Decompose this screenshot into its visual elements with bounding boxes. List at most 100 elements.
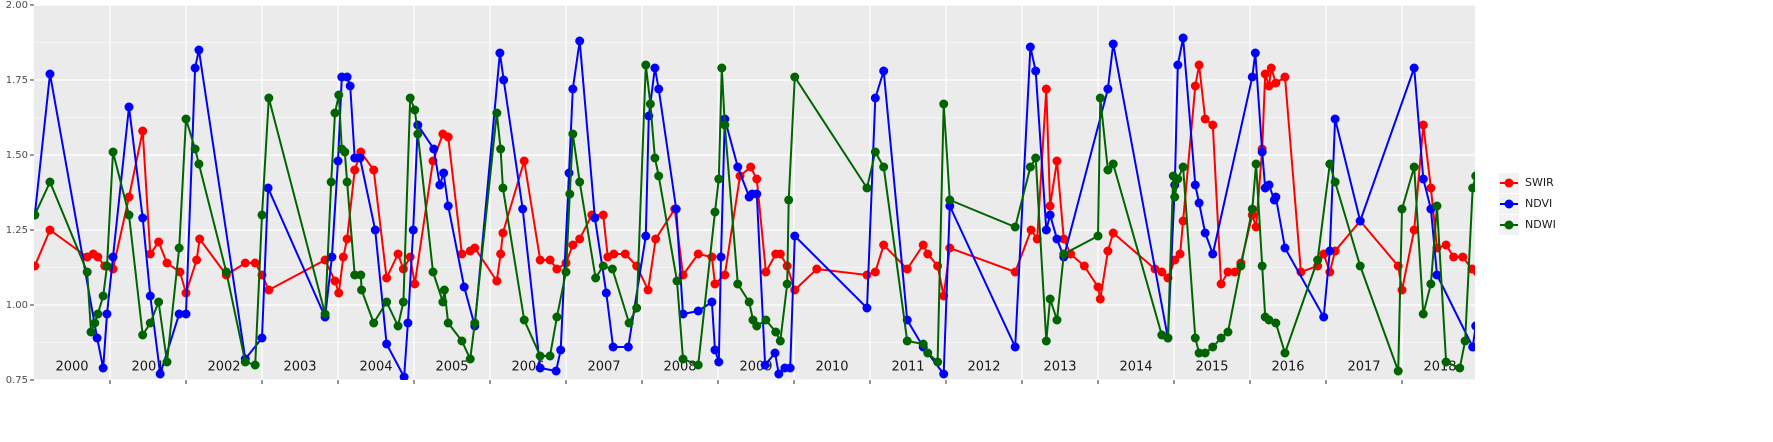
data-point — [1266, 63, 1276, 73]
data-point — [918, 339, 928, 349]
data-point — [382, 339, 392, 349]
data-point — [1426, 183, 1436, 193]
data-point — [1173, 174, 1183, 184]
data-point — [369, 318, 379, 328]
data-point — [1432, 270, 1442, 280]
data-point — [1223, 267, 1233, 277]
data-point — [1208, 120, 1218, 130]
data-point — [862, 183, 872, 193]
data-point — [108, 252, 118, 262]
data-point — [1010, 267, 1020, 277]
data-point — [495, 48, 505, 58]
data-point — [1052, 315, 1062, 325]
data-point — [90, 318, 100, 328]
data-point — [1330, 177, 1340, 187]
data-point — [1045, 210, 1055, 220]
data-point — [194, 45, 204, 55]
data-point — [1208, 249, 1218, 259]
data-point — [492, 108, 502, 118]
data-point — [192, 255, 202, 265]
data-point — [918, 240, 928, 250]
data-point — [671, 204, 681, 214]
data-point — [609, 249, 619, 259]
data-point — [1108, 228, 1118, 238]
data-point — [393, 249, 403, 259]
data-point — [785, 363, 795, 373]
data-point — [410, 105, 420, 115]
series — [34, 60, 1475, 376]
data-point — [345, 81, 355, 91]
y-tick-label: 1.50 — [6, 150, 28, 161]
data-point — [138, 126, 148, 136]
data-point — [327, 252, 337, 262]
data-point — [552, 264, 562, 274]
data-point — [607, 264, 617, 274]
data-point — [651, 234, 661, 244]
year-label: 2018 — [1423, 360, 1456, 375]
data-point — [1280, 72, 1290, 82]
data-point — [714, 357, 724, 367]
data-point — [369, 165, 379, 175]
data-point — [1280, 243, 1290, 253]
data-point — [535, 363, 545, 373]
year-label: 2004 — [359, 360, 392, 375]
data-point — [774, 369, 784, 379]
data-point — [190, 63, 200, 73]
data-point — [693, 249, 703, 259]
data-point — [575, 177, 585, 187]
data-point — [443, 132, 453, 142]
data-point — [398, 297, 408, 307]
data-point — [1236, 261, 1246, 271]
data-point — [498, 228, 508, 238]
data-point — [1458, 252, 1468, 262]
data-point — [1251, 222, 1261, 232]
data-point — [498, 183, 508, 193]
data-point — [34, 261, 40, 271]
data-point — [470, 243, 480, 253]
data-point — [1173, 60, 1183, 70]
data-point — [1190, 180, 1200, 190]
data-point — [1170, 192, 1180, 202]
data-point — [181, 114, 191, 124]
data-point — [240, 357, 250, 367]
data-point — [1045, 294, 1055, 304]
data-point — [654, 171, 664, 181]
data-point — [1468, 183, 1475, 193]
data-point — [746, 162, 756, 172]
data-point — [1264, 81, 1274, 91]
data-point — [1095, 93, 1105, 103]
data-point — [752, 321, 762, 331]
data-point — [1441, 240, 1451, 250]
data-point — [945, 195, 955, 205]
data-point — [535, 351, 545, 361]
year-label: 2013 — [1043, 360, 1076, 375]
data-point — [257, 210, 267, 220]
data-point — [761, 315, 771, 325]
data-point — [470, 318, 480, 328]
data-point — [1031, 66, 1041, 76]
data-point — [1460, 336, 1470, 346]
data-point — [250, 258, 260, 268]
data-point — [870, 267, 880, 277]
data-point — [443, 318, 453, 328]
data-point — [812, 264, 822, 274]
data-point — [1418, 309, 1428, 319]
data-point — [1200, 228, 1210, 238]
data-point — [518, 204, 528, 214]
data-point — [1455, 363, 1465, 373]
data-point — [1157, 267, 1167, 277]
data-point — [1247, 204, 1257, 214]
data-point — [693, 360, 703, 370]
data-point — [195, 234, 205, 244]
data-point — [429, 144, 439, 154]
data-point — [382, 273, 392, 283]
data-point — [1330, 114, 1340, 124]
data-point — [790, 285, 800, 295]
data-point — [710, 207, 720, 217]
data-point — [34, 210, 40, 220]
data-point — [1025, 162, 1035, 172]
y-tick-label: 1.00 — [6, 300, 28, 311]
data-point — [1257, 147, 1267, 157]
year-label: 2010 — [815, 360, 848, 375]
data-point — [1325, 159, 1335, 169]
